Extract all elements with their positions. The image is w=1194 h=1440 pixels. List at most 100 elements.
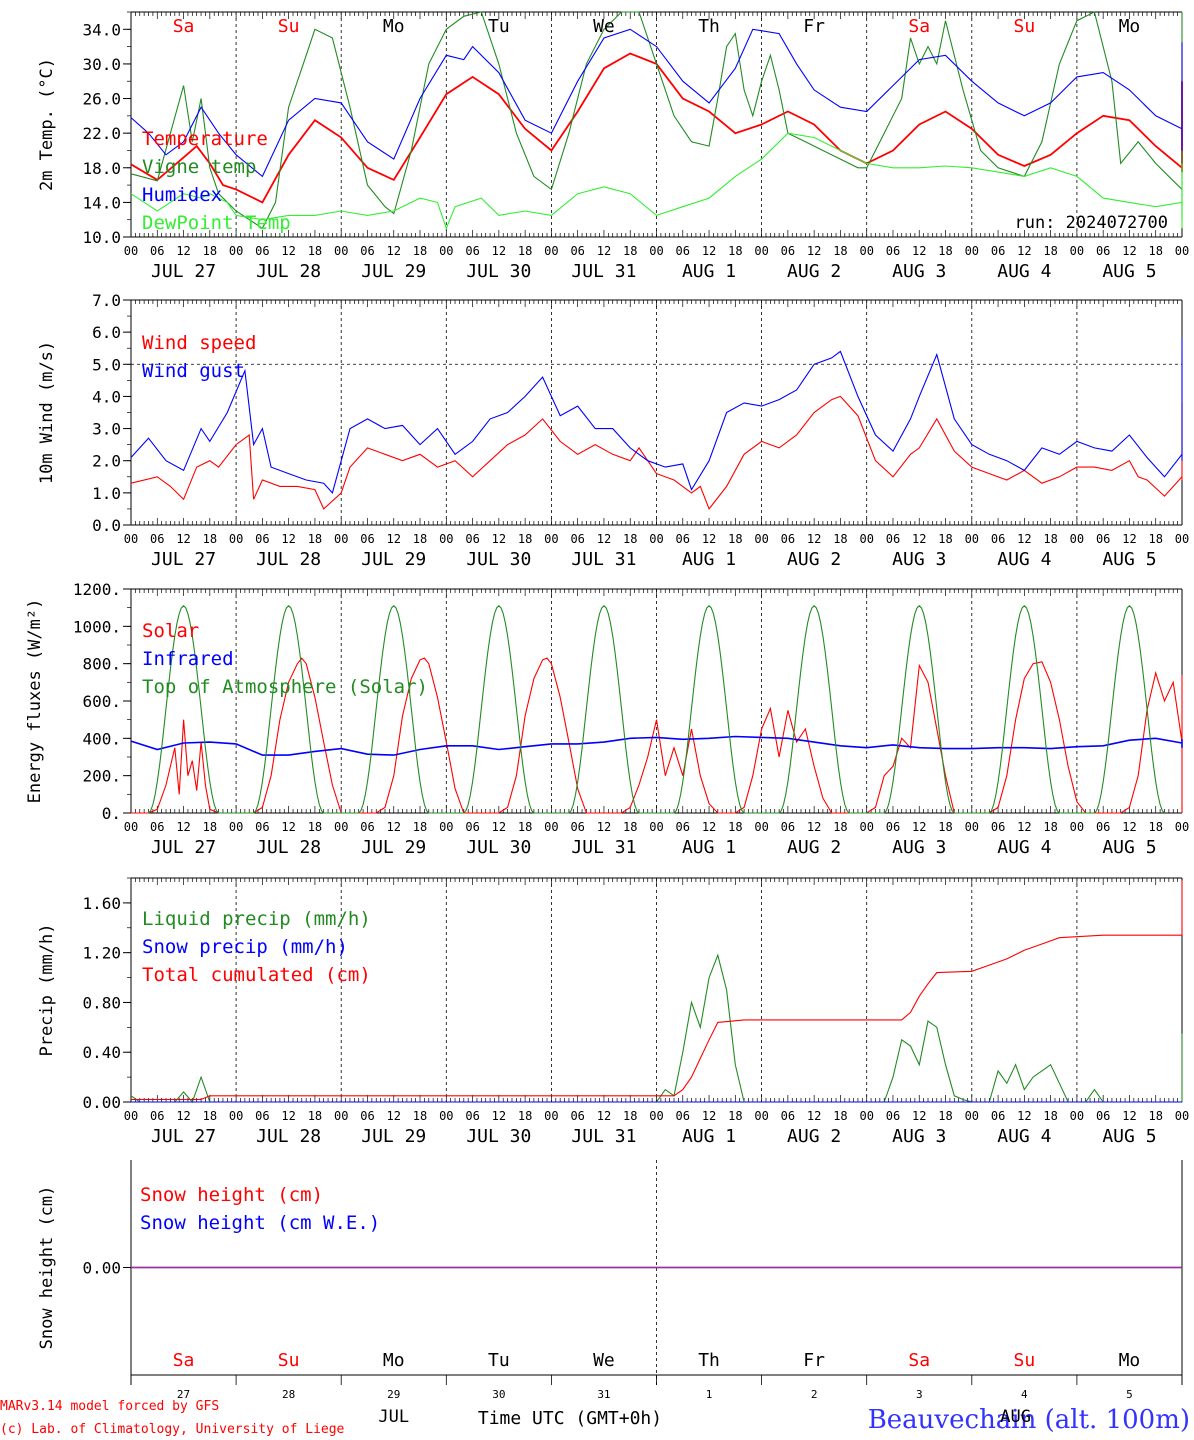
hour-tick-label: 18 xyxy=(728,820,742,834)
hour-tick-label: 00 xyxy=(1175,820,1189,834)
hour-tick-label: 06 xyxy=(886,532,900,546)
hour-tick-label: 06 xyxy=(991,820,1005,834)
day-name-label: Mo xyxy=(383,1350,405,1371)
y-tick-label: 2.0 xyxy=(92,452,121,471)
legend-entry: Top of Atmosphere (Solar) xyxy=(142,676,428,698)
legend-entry: Snow height (cm W.E.) xyxy=(140,1212,380,1234)
hour-tick-label: 06 xyxy=(570,820,584,834)
date-label: AUG 5 xyxy=(1102,1126,1156,1147)
hour-tick-label: 18 xyxy=(938,244,952,258)
legend-entry: Total cumulated (cm) xyxy=(142,964,371,986)
hour-tick-label: 06 xyxy=(360,532,374,546)
day-number-label: 5 xyxy=(1126,1388,1133,1401)
run-label: run: 2024072700 xyxy=(1014,213,1168,233)
day-name-label: Su xyxy=(1014,1350,1036,1371)
hour-tick-label: 18 xyxy=(938,820,952,834)
hour-tick-label: 18 xyxy=(1043,1109,1057,1123)
series-vigne-temp xyxy=(130,11,1183,230)
hour-tick-label: 12 xyxy=(176,1109,190,1123)
hour-tick-label: 00 xyxy=(859,1109,873,1123)
date-label: JUL 27 xyxy=(151,837,216,858)
date-label: AUG 3 xyxy=(892,1126,946,1147)
y-tick-label: 1.20 xyxy=(82,944,121,963)
hour-tick-label: 00 xyxy=(649,244,663,258)
y-tick-label: 0. xyxy=(102,804,121,823)
y-tick-label: 18.0 xyxy=(82,159,121,178)
hour-tick-label: 12 xyxy=(281,532,295,546)
hour-tick-label: 12 xyxy=(1017,532,1031,546)
y-tick-label: 30.0 xyxy=(82,55,121,74)
day-number-label: 2 xyxy=(811,1388,818,1401)
hour-tick-label: 18 xyxy=(623,1109,637,1123)
series-infrared xyxy=(130,735,1183,756)
hour-tick-label: 06 xyxy=(676,244,690,258)
date-label: AUG 2 xyxy=(787,837,841,858)
hour-tick-label: 00 xyxy=(439,820,453,834)
series-humidex xyxy=(130,28,1183,178)
date-label: JUL 30 xyxy=(466,261,531,282)
date-label: AUG 4 xyxy=(997,837,1051,858)
day-name-label: Su xyxy=(278,16,300,37)
day-name-label: We xyxy=(593,16,615,37)
hour-tick-label: 06 xyxy=(886,1109,900,1123)
hour-tick-label: 00 xyxy=(965,1109,979,1123)
y-tick-label: 22.0 xyxy=(82,124,121,143)
day-number-label: 28 xyxy=(282,1388,295,1401)
hour-tick-label: 06 xyxy=(360,1109,374,1123)
hour-tick-label: 18 xyxy=(308,532,322,546)
date-label: JUL 31 xyxy=(571,261,636,282)
date-label: AUG 5 xyxy=(1102,261,1156,282)
hour-tick-label: 00 xyxy=(124,532,138,546)
hour-tick-label: 00 xyxy=(754,1109,768,1123)
hour-tick-label: 06 xyxy=(1096,244,1110,258)
date-label: AUG 3 xyxy=(892,549,946,570)
date-label: AUG 5 xyxy=(1102,837,1156,858)
hour-tick-label: 06 xyxy=(781,820,795,834)
hour-tick-label: 18 xyxy=(1148,820,1162,834)
y-tick-label: 0.40 xyxy=(82,1043,121,1062)
hour-tick-label: 00 xyxy=(649,532,663,546)
hour-tick-label: 00 xyxy=(334,1109,348,1123)
hour-tick-label: 00 xyxy=(965,244,979,258)
day-name-label: Su xyxy=(278,1350,300,1371)
hour-tick-label: 00 xyxy=(1070,820,1084,834)
hour-tick-label: 06 xyxy=(991,532,1005,546)
hour-tick-label: 00 xyxy=(1070,532,1084,546)
legend-entry: Vigne temp xyxy=(142,156,256,178)
y-tick-label: 10.0 xyxy=(82,228,121,247)
hour-tick-label: 18 xyxy=(518,820,532,834)
date-label: JUL 27 xyxy=(151,549,216,570)
y-tick-label: 0.00 xyxy=(82,1259,121,1278)
hour-tick-label: 00 xyxy=(544,532,558,546)
hour-tick-label: 12 xyxy=(492,1109,506,1123)
hour-tick-label: 06 xyxy=(150,820,164,834)
hour-tick-label: 12 xyxy=(912,820,926,834)
hour-tick-label: 12 xyxy=(1122,244,1136,258)
hour-tick-label: 00 xyxy=(754,244,768,258)
date-label: JUL 29 xyxy=(361,1126,426,1147)
hour-tick-label: 18 xyxy=(833,1109,847,1123)
hour-tick-label: 00 xyxy=(229,532,243,546)
hour-tick-label: 06 xyxy=(255,244,269,258)
legend-entry: Temperature xyxy=(142,128,268,150)
y-tick-label: 7.0 xyxy=(92,291,121,310)
day-name-label: Th xyxy=(698,16,720,37)
legend-entry: Snow precip (mm/h) xyxy=(142,936,348,958)
day-name-label: Mo xyxy=(1119,1350,1141,1371)
hour-tick-label: 18 xyxy=(203,244,217,258)
date-label: AUG 2 xyxy=(787,549,841,570)
hour-tick-label: 12 xyxy=(912,1109,926,1123)
y-tick-label: 200. xyxy=(82,767,121,786)
hour-tick-label: 12 xyxy=(176,532,190,546)
hour-tick-label: 00 xyxy=(1070,1109,1084,1123)
hour-tick-label: 12 xyxy=(702,532,716,546)
hour-tick-label: 12 xyxy=(912,244,926,258)
y-tick-label: 14.0 xyxy=(82,193,121,212)
y-axis-label: Energy fluxes (W/m²) xyxy=(25,599,45,804)
hour-tick-label: 18 xyxy=(203,820,217,834)
y-tick-label: 1200. xyxy=(73,580,121,599)
hour-tick-label: 06 xyxy=(255,820,269,834)
station-label: Beauvechain (alt. 100m) xyxy=(868,1405,1190,1435)
hour-tick-label: 00 xyxy=(439,532,453,546)
date-label: JUL 30 xyxy=(466,837,531,858)
